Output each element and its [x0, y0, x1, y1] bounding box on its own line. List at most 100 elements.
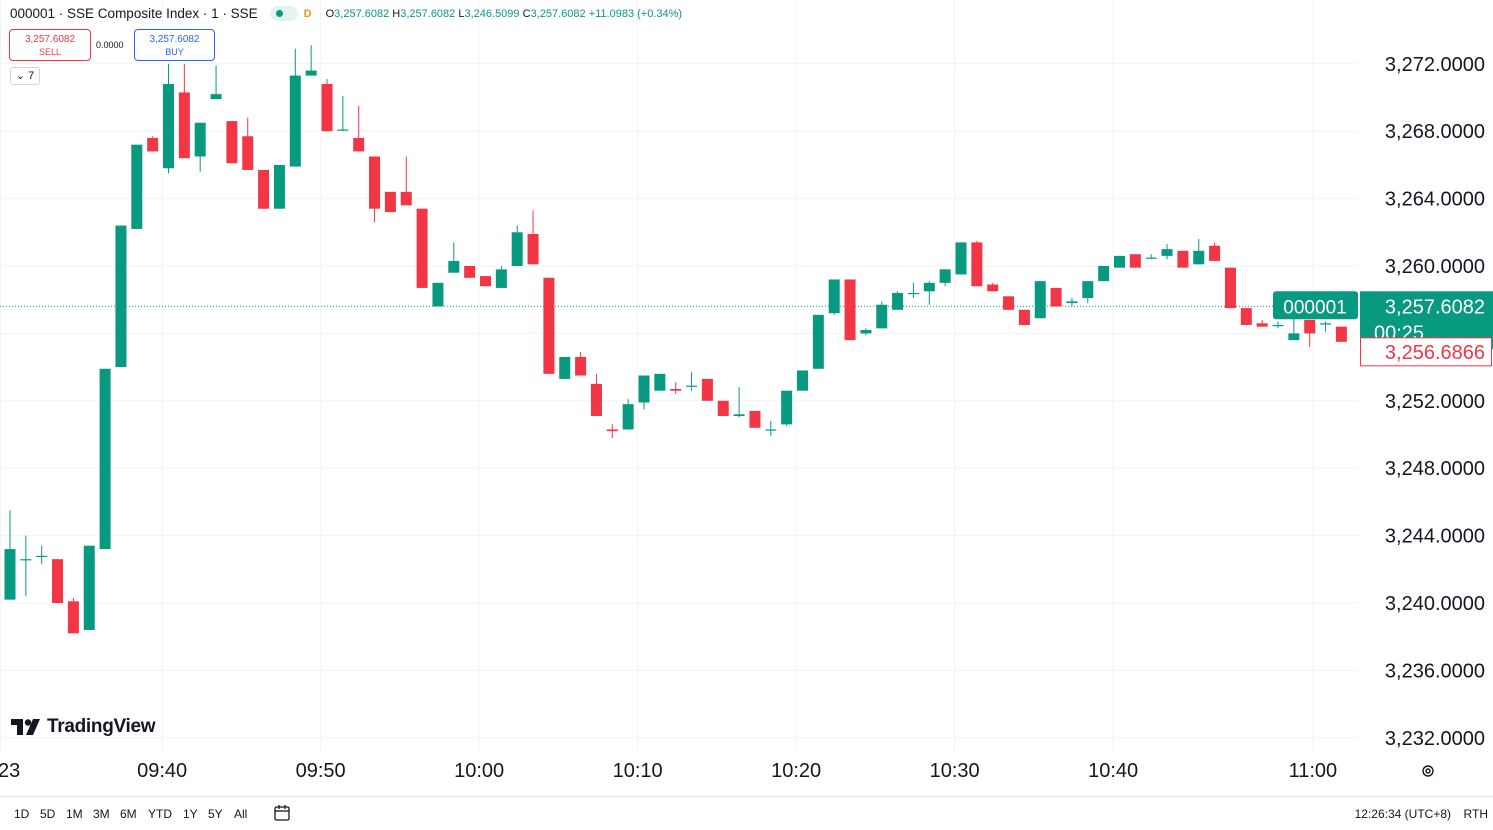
range-ytd-button[interactable]: YTD — [148, 807, 172, 821]
candlestick-chart[interactable]: 3,272.0000 3,268.0000 3,264.0000 3,260.0000… — [0, 0, 1493, 796]
candle-body — [1066, 301, 1078, 304]
settings-gear-icon[interactable] — [1420, 763, 1436, 779]
candle — [464, 266, 476, 278]
indicator-count: 7 — [28, 70, 35, 82]
range-3m-button[interactable]: 3M — [93, 807, 110, 821]
candle-body — [321, 84, 333, 132]
price-tick-label: 3,252.0000 — [1385, 391, 1485, 413]
candle-body — [638, 375, 650, 403]
candle — [828, 279, 840, 315]
candle-body — [543, 277, 555, 374]
candle — [939, 269, 951, 287]
time-axis[interactable]: 23 09:40 09:50 10:00 10:10 10:20 10:30 10:40 11:… — [0, 752, 1358, 796]
candle-body — [337, 129, 349, 131]
candle-body — [369, 156, 381, 209]
last-price-label: 3,257.6082 — [1385, 296, 1485, 318]
symbol-title[interactable]: 000001 · SSE Composite Index · 1 · SSE — [10, 6, 258, 21]
range-1y-button[interactable]: 1Y — [183, 807, 198, 821]
candle-body — [1129, 254, 1141, 268]
candle — [210, 65, 222, 100]
sell-price: 3,257.6082 — [24, 34, 76, 45]
candle-body — [147, 137, 159, 152]
candle-body — [242, 136, 254, 170]
time-tick-label: 10:10 — [613, 760, 663, 782]
range-5d-button[interactable]: 5D — [40, 807, 56, 821]
tradingview-logo[interactable]: TradingView — [11, 716, 156, 738]
candle — [749, 410, 761, 428]
candle — [1304, 319, 1316, 347]
range-1d-button[interactable]: 1D — [14, 807, 30, 821]
candle — [1272, 321, 1284, 329]
candle-body — [1050, 287, 1062, 307]
candle-body — [765, 429, 777, 431]
candle — [1193, 239, 1205, 265]
candle — [781, 390, 793, 427]
candle-body — [1193, 250, 1205, 265]
symbol-legend[interactable]: 000001 · SSE Composite Index · 1 · SSE D… — [10, 6, 682, 21]
buy-button[interactable]: 3,257.6082 BUY — [134, 29, 215, 61]
candle — [1145, 254, 1157, 260]
candle-body — [1114, 255, 1125, 268]
tradingview-logo-icon — [11, 719, 40, 735]
candle-body — [258, 169, 270, 209]
candle — [115, 225, 127, 368]
candle — [1034, 281, 1046, 319]
candle — [527, 210, 539, 265]
candle — [717, 400, 729, 416]
candle-body — [432, 282, 444, 307]
delayed-tag[interactable]: D — [303, 7, 312, 20]
high-value: 3,257.6082 — [400, 7, 456, 20]
candle — [305, 45, 317, 76]
candle — [1129, 254, 1141, 268]
candle-body — [99, 368, 111, 550]
close-label: C — [522, 7, 531, 20]
candle-body — [1335, 326, 1347, 342]
collapse-legend-button[interactable]: ⌄ 7 — [10, 67, 40, 85]
candle-body — [1098, 266, 1110, 282]
candle-body — [115, 225, 127, 368]
market-status-icon[interactable] — [269, 6, 298, 21]
low-label: L — [458, 7, 465, 20]
candle-body — [1177, 250, 1189, 268]
range-5y-button[interactable]: 5Y — [208, 807, 223, 821]
candle — [511, 225, 523, 266]
time-tick-label: 11:00 — [1289, 760, 1338, 782]
range-1m-button[interactable]: 1M — [66, 807, 83, 821]
candle — [20, 535, 32, 597]
candle-body — [511, 232, 523, 266]
candle — [321, 78, 333, 132]
candle — [1161, 244, 1173, 260]
high-label: H — [392, 7, 401, 20]
time-tick-label: 10:30 — [930, 760, 980, 782]
candle — [4, 510, 16, 600]
candles — [4, 45, 1347, 634]
candle — [923, 281, 935, 305]
price-tick-label: 3,268.0000 — [1385, 121, 1485, 143]
candle-body — [353, 137, 365, 152]
candle — [289, 48, 301, 167]
time-tick-label: 09:50 — [296, 760, 346, 782]
candle — [1082, 281, 1094, 304]
ohlc-values: O3,257.6082 H3,257.6082 L3,246.5099 C3,2… — [326, 8, 682, 20]
timezone-clock[interactable]: 12:26:34 (UTC+8) — [1354, 807, 1451, 821]
candle-body — [939, 269, 951, 283]
candle — [812, 314, 824, 369]
range-6m-button[interactable]: 6M — [120, 807, 137, 821]
candle-body — [52, 559, 64, 603]
time-tick-label: 09:40 — [137, 760, 187, 782]
candle — [1288, 316, 1300, 341]
candle — [987, 282, 999, 292]
candle-body — [226, 121, 238, 164]
session-rth-button[interactable]: RTH — [1463, 807, 1488, 821]
price-tick-label: 3,264.0000 — [1385, 189, 1485, 211]
candle-body — [701, 378, 713, 401]
sell-button[interactable]: 3,257.6082 SELL — [9, 29, 91, 61]
candle — [686, 372, 698, 391]
candle-body — [83, 545, 95, 630]
candle — [971, 240, 983, 287]
calendar-goto-icon[interactable] — [272, 803, 292, 823]
candle — [797, 370, 808, 391]
candle — [1050, 287, 1062, 307]
price-axis[interactable]: 3,272.0000 3,268.0000 3,264.0000 3,260.0000… — [1273, 0, 1493, 796]
range-all-button[interactable]: All — [234, 807, 248, 821]
